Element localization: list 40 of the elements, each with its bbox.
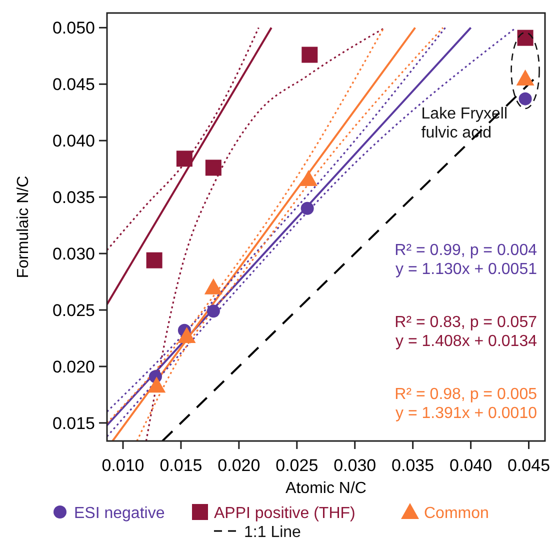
point: [204, 278, 222, 294]
y-tick-label: 0.035: [52, 188, 95, 208]
y-tick-label: 0.030: [52, 244, 95, 264]
y-tick-label: 0.050: [52, 18, 95, 38]
y-tick-label: 0.040: [52, 132, 95, 151]
point: [205, 160, 222, 176]
annotation: R² = 0.83, p = 0.057 y = 1.408x + 0.0134: [394, 314, 538, 350]
x-axis-title: Atomic N/C: [286, 480, 366, 497]
y-tick-label: 0.020: [52, 357, 95, 376]
point: [178, 326, 196, 343]
annotation: R² = 0.98, p = 0.005 y = 1.391x + 0.0010: [394, 386, 538, 422]
point: [517, 30, 534, 46]
y-axis-title: Formulaic N/C: [15, 176, 32, 278]
point: [516, 70, 534, 86]
line-series: [107, 26, 385, 424]
point: [176, 150, 192, 167]
annotation: R² = 0.99, p = 0.004 y = 1.130x + 0.0051: [394, 242, 538, 278]
point: [146, 252, 162, 268]
x-tick-label: 0.035: [392, 456, 434, 475]
x-tick-label: 0.030: [334, 456, 376, 475]
point: [299, 170, 318, 186]
point: [206, 304, 220, 318]
legend-label: ESI negative: [74, 505, 165, 522]
x-tick-label: 0.020: [218, 456, 260, 475]
y-tick-label: 0.045: [52, 75, 95, 94]
point: [518, 92, 532, 106]
line-series: [145, 26, 386, 441]
legend-label: Common: [424, 505, 489, 522]
x-tick-label: 0.025: [276, 456, 318, 475]
x-tick-label: 0.040: [450, 456, 492, 475]
legend-label: APPI positive (THF): [214, 505, 356, 522]
point: [300, 202, 314, 215]
point: [302, 46, 318, 63]
legend-label: 1:1 Line: [244, 524, 302, 541]
point: [148, 376, 166, 393]
y-tick-label: 0.015: [52, 414, 95, 433]
x-tick-label: 0.045: [507, 456, 550, 475]
x-tick-label: 0.015: [160, 456, 202, 475]
x-tick-label: 0.010: [102, 456, 144, 475]
y-tick-label: 0.025: [52, 301, 95, 320]
